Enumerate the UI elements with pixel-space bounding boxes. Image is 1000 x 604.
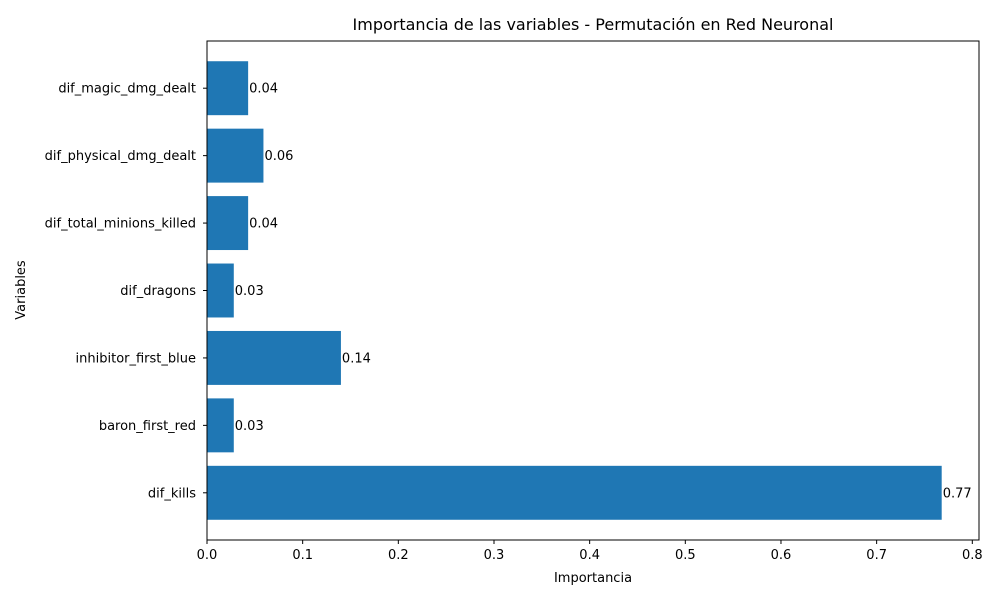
bar — [207, 128, 264, 183]
bar — [207, 61, 249, 116]
bar-value-label: 0.03 — [235, 419, 264, 434]
bar — [207, 263, 234, 318]
y-tick-label: dif_dragons — [120, 284, 196, 299]
x-tick-label: 0.5 — [675, 548, 696, 563]
x-tick-label: 0.7 — [866, 548, 887, 563]
bar-value-label: 0.14 — [342, 351, 371, 366]
bar-value-label: 0.06 — [264, 149, 293, 164]
bar-value-label: 0.03 — [235, 284, 264, 299]
y-tick-label: dif_magic_dmg_dealt — [58, 82, 196, 97]
x-tick-label: 0.0 — [197, 548, 218, 563]
chart-title: Importancia de las variables - Permutaci… — [353, 15, 834, 34]
x-axis-label: Importancia — [554, 571, 632, 586]
x-tick-label: 0.8 — [962, 548, 983, 563]
bar-value-label: 0.04 — [249, 82, 278, 97]
bar — [207, 398, 234, 453]
y-tick-label: baron_first_red — [99, 419, 196, 434]
y-tick-label: dif_kills — [148, 486, 196, 501]
y-tick-label: dif_physical_dmg_dealt — [45, 149, 196, 164]
bar — [207, 465, 942, 520]
y-tick-label: inhibitor_first_blue — [76, 351, 196, 366]
y-axis-label: Variables — [14, 260, 29, 320]
x-tick-label: 0.4 — [579, 548, 600, 563]
bar-value-label: 0.04 — [249, 217, 278, 232]
axes-frame — [206, 40, 980, 541]
x-tick-label: 0.1 — [292, 548, 313, 563]
x-tick-label: 0.3 — [484, 548, 505, 563]
bar-value-label: 0.77 — [943, 486, 972, 501]
x-tick-label: 0.2 — [388, 548, 409, 563]
plot-area: 0.77 dif_kills 0.03 baron_first_red 0.14 inhi… — [45, 40, 983, 563]
x-tick-label: 0.6 — [771, 548, 792, 563]
bar — [207, 196, 249, 251]
bar — [207, 330, 341, 385]
y-tick-label: dif_total_minions_killed — [45, 217, 196, 232]
